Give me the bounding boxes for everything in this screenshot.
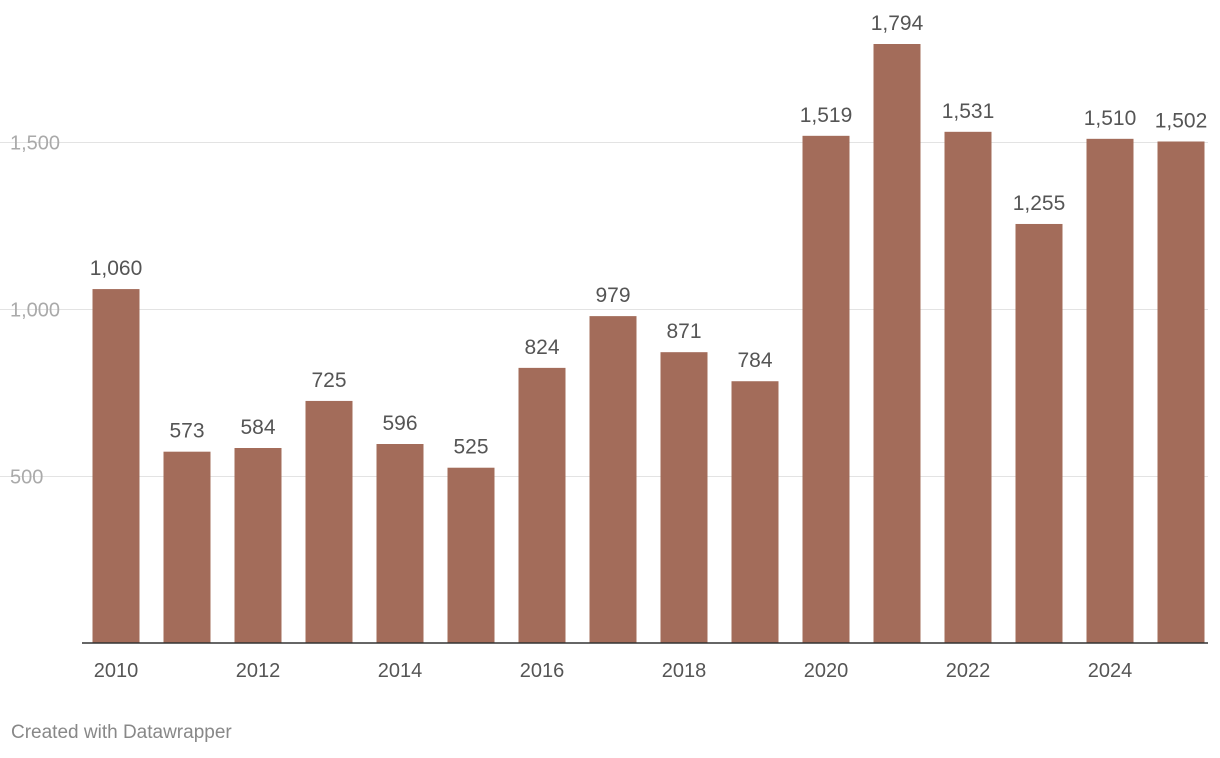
data-label: 596 (382, 412, 417, 435)
data-label: 1,794 (871, 12, 924, 35)
data-label: 1,519 (800, 104, 853, 127)
data-label: 979 (595, 284, 630, 307)
bar (589, 316, 637, 643)
bar (660, 352, 708, 643)
x-tick-label: 2016 (520, 660, 565, 682)
data-label: 824 (524, 336, 559, 359)
x-tick-label: 2012 (236, 660, 281, 682)
bar (1015, 223, 1063, 644)
data-label: 784 (737, 349, 772, 372)
bar (1086, 138, 1134, 644)
bar (1157, 141, 1205, 643)
bar (873, 44, 921, 643)
bar (802, 135, 850, 644)
x-tick-label: 2014 (378, 660, 423, 682)
data-label: 584 (240, 416, 275, 439)
x-tick-label: 2020 (804, 660, 849, 682)
bar (305, 400, 353, 643)
bar (234, 448, 282, 643)
bar (376, 444, 424, 643)
bar (518, 367, 566, 643)
data-label: 573 (169, 420, 204, 443)
y-tick-label: 1,000 (10, 300, 60, 322)
data-label: 1,531 (942, 100, 995, 123)
data-label: 725 (311, 369, 346, 392)
bar (163, 451, 211, 643)
x-tick-label: 2024 (1088, 660, 1133, 682)
data-label: 1,510 (1084, 107, 1137, 130)
data-label: 1,060 (90, 257, 143, 280)
y-tick-label: 1,500 (10, 133, 60, 155)
credit-footer: Created with Datawrapper (11, 722, 232, 743)
y-tick-label: 500 (10, 467, 43, 489)
x-tick-label: 2018 (662, 660, 707, 682)
data-label: 871 (666, 320, 701, 343)
x-tick-label: 2022 (946, 660, 991, 682)
data-label: 1,502 (1155, 109, 1208, 132)
data-label: 1,255 (1013, 192, 1066, 215)
bar (92, 289, 140, 643)
bar (731, 381, 779, 643)
bar (944, 131, 992, 643)
x-tick-label: 2010 (94, 660, 139, 682)
bar (447, 467, 495, 643)
data-label: 525 (453, 436, 488, 459)
